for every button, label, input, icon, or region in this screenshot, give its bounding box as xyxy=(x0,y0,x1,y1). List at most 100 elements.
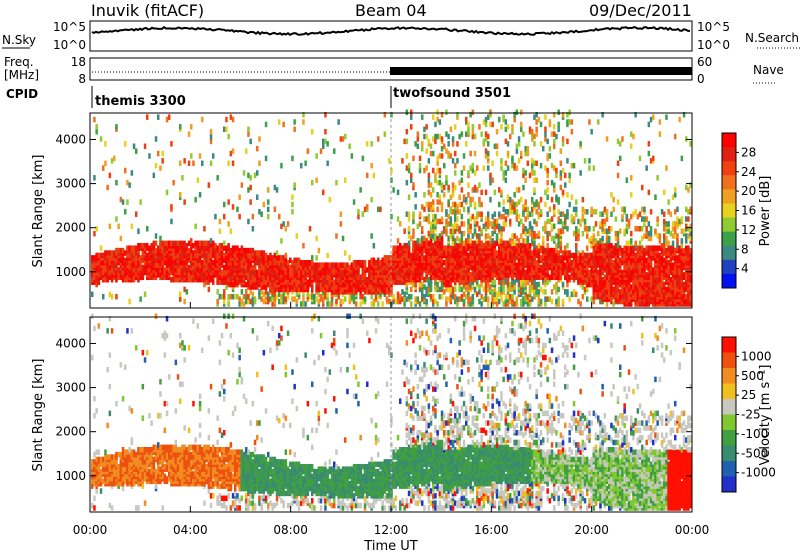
heatmap-cell xyxy=(183,199,186,205)
heatmap-cell xyxy=(264,252,268,259)
heatmap-cell xyxy=(403,296,406,302)
nave-trace xyxy=(390,67,692,75)
heatmap-cell xyxy=(647,264,651,271)
heatmap-cell xyxy=(231,293,235,300)
heatmap-cell xyxy=(535,221,538,227)
heatmap-cell xyxy=(597,255,600,261)
heatmap-cell xyxy=(498,291,501,298)
heatmap-cell xyxy=(495,250,499,256)
heatmap-cell xyxy=(462,279,466,285)
heatmap-cell xyxy=(487,240,490,247)
heatmap-cell xyxy=(462,153,466,159)
heatmap-cell xyxy=(515,209,519,215)
heatmap-cell xyxy=(174,240,178,247)
heatmap-cell xyxy=(524,296,527,302)
heatmap-cell xyxy=(410,109,413,116)
heatmap-cell xyxy=(289,264,292,271)
heatmap-cell xyxy=(401,289,404,295)
heatmap-cell xyxy=(491,293,494,300)
heatmap-cell xyxy=(366,289,369,295)
heatmap-cell xyxy=(179,192,182,198)
heatmap-cell xyxy=(478,233,481,239)
heatmap-cell xyxy=(146,252,149,259)
heatmap-cell xyxy=(498,187,501,193)
heatmap-cell xyxy=(467,192,470,198)
heatmap-cell xyxy=(478,284,481,290)
heatmap-cell xyxy=(135,257,138,264)
heatmap-cell xyxy=(113,155,116,162)
heatmap-cell xyxy=(539,264,543,271)
heatmap-cell xyxy=(548,218,552,225)
heatmap-cell xyxy=(586,245,589,251)
heatmap-cell xyxy=(438,267,442,273)
heatmap-cell xyxy=(443,289,446,295)
heatmap-cell xyxy=(535,126,538,133)
heatmap-cell xyxy=(634,226,637,232)
heatmap-cell xyxy=(634,209,637,215)
heatmap-cell xyxy=(102,259,105,266)
heatmap-cell xyxy=(410,293,413,300)
heatmap-cell xyxy=(610,257,613,264)
heatmap-cell xyxy=(190,238,193,244)
heatmap-cell xyxy=(577,298,580,305)
heatmap-cell xyxy=(300,264,303,271)
heatmap-cell xyxy=(535,177,538,183)
heatmap-cell xyxy=(170,204,173,210)
heatmap-cell xyxy=(311,259,314,266)
heatmap-cell xyxy=(546,172,549,179)
heatmap-cell xyxy=(520,150,523,157)
heatmap-cell xyxy=(278,298,281,305)
heatmap-cell xyxy=(216,175,219,181)
heatmap-cell xyxy=(262,298,266,305)
heatmap-cell xyxy=(451,182,455,188)
heatmap-cell xyxy=(319,286,323,293)
heatmap-cell xyxy=(579,301,582,307)
heatmap-cell xyxy=(597,259,600,266)
heatmap-cell xyxy=(262,284,266,290)
heatmap-cell xyxy=(605,243,609,249)
heatmap-cell xyxy=(181,240,184,247)
heatmap-cell xyxy=(577,272,580,278)
heatmap-cell xyxy=(460,230,464,237)
heatmap-cell xyxy=(223,264,226,271)
heatmap-cell xyxy=(643,216,646,222)
heatmap-cell xyxy=(469,301,472,307)
heatmap-cell xyxy=(357,209,360,215)
heatmap-cell xyxy=(482,269,486,276)
heatmap-cell xyxy=(247,293,250,300)
heatmap-cell xyxy=(533,284,536,290)
heatmap-cell xyxy=(130,223,134,230)
heatmap-cell xyxy=(427,257,431,264)
heatmap-cell xyxy=(478,211,481,217)
heatmap-cell xyxy=(553,124,556,130)
heatmap-cell xyxy=(612,301,615,307)
heatmap-cell xyxy=(482,119,486,125)
heatmap-cell xyxy=(91,255,94,261)
heatmap-cell xyxy=(440,216,444,222)
heatmap-cell xyxy=(381,269,384,276)
heatmap-cell xyxy=(506,194,510,200)
heatmap-cell xyxy=(603,252,607,259)
heatmap-cell xyxy=(559,184,563,191)
heatmap-cell xyxy=(454,259,457,266)
heatmap-cell xyxy=(520,272,523,278)
heatmap-cell xyxy=(555,233,558,239)
heatmap-cell xyxy=(634,259,637,266)
heatmap-cell xyxy=(412,272,415,278)
heatmap-cell xyxy=(487,165,490,171)
heatmap-cell xyxy=(405,281,409,288)
heatmap-cell xyxy=(484,255,488,261)
heatmap-cell xyxy=(412,182,415,188)
heatmap-cell xyxy=(460,177,464,183)
heatmap-cell xyxy=(500,189,503,196)
heatmap-cell xyxy=(91,276,94,283)
heatmap-cell xyxy=(223,240,226,247)
heatmap-cell xyxy=(621,206,624,213)
heatmap-cell xyxy=(396,262,400,268)
heatmap-cell xyxy=(592,226,596,232)
heatmap-cell xyxy=(454,216,457,222)
heatmap-cell xyxy=(460,240,464,247)
heatmap-cell xyxy=(137,228,140,234)
heatmap-cell xyxy=(621,252,624,259)
heatmap-cell xyxy=(403,301,406,307)
